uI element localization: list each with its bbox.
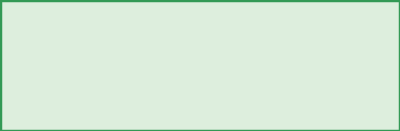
Text: 3.3 (1.8): 3.3 (1.8) (321, 80, 368, 90)
Text: malig: malig (5, 111, 35, 121)
Text: 13: 13 (80, 80, 94, 90)
Text: 151: 151 (77, 49, 98, 59)
Text: benign: benign (5, 49, 42, 59)
Text: No: No (80, 14, 94, 24)
Text: 33.5 (22.1): 33.5 (22.1) (214, 49, 273, 59)
Text: 21.9 (16.1): 21.9 (16.1) (214, 80, 273, 90)
Text: mean kPa of
muscle: mean kPa of muscle (122, 8, 183, 30)
Text: mean kPa of
tumor: mean kPa of tumor (213, 8, 274, 30)
Text: 4.4 (3.0): 4.4 (3.0) (321, 111, 368, 121)
Text: border: border (5, 80, 41, 90)
Text: 2.3 (1.8): 2.3 (1.8) (321, 49, 368, 59)
Text: 19.9 (13.6): 19.9 (13.6) (123, 80, 182, 90)
Text: 19.1 (13.3): 19.1 (13.3) (123, 111, 182, 121)
Text: 76: 76 (80, 111, 94, 121)
Text: mean SWE
index: mean SWE index (318, 8, 371, 30)
Text: 60.2 (26.5): 60.2 (26.5) (214, 111, 274, 121)
Text: 18.5 (12.2): 18.5 (12.2) (123, 49, 182, 59)
